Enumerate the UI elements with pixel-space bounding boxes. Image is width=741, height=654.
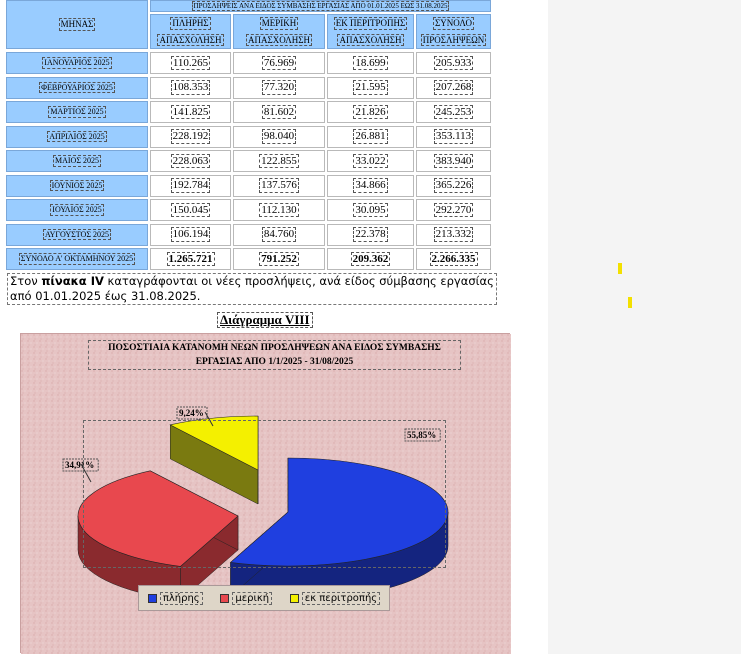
value-cell: 228.063 <box>150 150 231 172</box>
legend-swatch <box>220 593 230 603</box>
column-header: ΕΚ ΠΕΡΙΤΡΟΠΗΣ ΑΠΑΣΧΟΛΗΣΗ <box>327 14 414 49</box>
value-cell: 22.378 <box>327 223 414 246</box>
description-paragraph: Στον πίνακα IV καταγράφονται οι νέες προ… <box>7 273 497 305</box>
legend-label: εκ περιτροπής <box>301 591 381 605</box>
plot-area <box>83 420 446 568</box>
leader-line <box>80 463 92 483</box>
diagram-label: Διάγραμμα VIII <box>217 312 313 328</box>
month-cell: ΙΑΝΟΥΑΡΙΟΣ 2025 <box>6 52 148 74</box>
legend-label: μερική <box>232 591 273 605</box>
month-cell: ΑΥΓΟΥΣΤΟΣ 2025 <box>6 223 148 246</box>
legend-swatch <box>289 593 299 603</box>
value-cell: 192.784 <box>150 174 231 197</box>
chart-title: ΠΟΣΟΣΤΙΑΙΑ ΚΑΤΑΝΟΜΗ ΝΕΩΝ ΠΡΟΣΛΗΨΕΩΝ ΑΝΑ … <box>88 340 461 370</box>
data-label-box <box>404 428 441 442</box>
scroll-marker <box>628 297 632 308</box>
month-cell: ΙΟΥΛΙΟΣ 2025 <box>6 199 148 221</box>
value-cell: 76.969 <box>233 52 325 74</box>
value-cell: 245.253 <box>416 101 491 123</box>
value-cell: 98.040 <box>233 125 325 148</box>
month-cell: ΜΑΙΟΣ 2025 <box>6 150 148 172</box>
value-cell: 292.270 <box>416 199 491 221</box>
legend-swatch <box>147 593 157 603</box>
value-cell: 353.113 <box>416 125 491 148</box>
scroll-marker <box>618 263 622 274</box>
value-cell: 228.192 <box>150 125 231 148</box>
data-label-box <box>176 406 208 420</box>
value-cell: 137.576 <box>233 174 325 197</box>
month-cell: ΙΟΥΝΙΟΣ 2025 <box>6 174 148 197</box>
value-cell: 112.130 <box>233 199 325 221</box>
value-cell: 30.095 <box>327 199 414 221</box>
legend-item: μερική <box>220 591 273 605</box>
value-cell: 108.353 <box>150 76 231 99</box>
month-cell: ΜΑΡΤΙΟΣ 2025 <box>6 101 148 123</box>
value-cell: 122.855 <box>233 150 325 172</box>
column-header: ΠΛΗΡΗΣ ΑΠΑΣΧΟΛΗΣΗ <box>150 14 231 49</box>
data-label: 55,85% <box>407 430 436 440</box>
data-label: 34,91% <box>65 460 94 470</box>
column-header: ΜΕΡΙΚΗ ΑΠΑΣΧΟΛΗΣΗ <box>233 14 325 49</box>
total-value-cell: 209.362 <box>327 248 414 270</box>
month-cell: ΑΠΡΙΛΙΟΣ 2025 <box>6 125 148 148</box>
total-value-cell: 2.266.335 <box>416 248 491 270</box>
column-header: ΣΥΝΟΛΟ ΠΡΟΣΛΗΨΕΩΝ <box>416 14 491 49</box>
value-cell: 383.940 <box>416 150 491 172</box>
value-cell: 26.881 <box>327 125 414 148</box>
value-cell: 21.826 <box>327 101 414 123</box>
pie-slice-μερική <box>77 470 239 567</box>
value-cell: 77.320 <box>233 76 325 99</box>
value-cell: 110.265 <box>150 52 231 74</box>
value-cell: 207.268 <box>416 76 491 99</box>
value-cell: 213.332 <box>416 223 491 246</box>
chart-legend: πλήρης μερική εκ περιτροπής <box>138 585 390 611</box>
value-cell: 205.933 <box>416 52 491 74</box>
total-row-label: ΣΥΝΟΛΟ Α' ΟΚΤΑΜΗΝΟΥ 2025 <box>6 248 148 270</box>
value-cell: 33.022 <box>327 150 414 172</box>
data-label-box <box>62 458 99 472</box>
data-label: 9,24% <box>179 408 204 418</box>
table-caption: ΠΡΟΣΛΗΨΕΙΣ ΑΝΑ ΕΙΔΟΣ ΣΥΜΒΑΣΗΣ ΕΡΓΑΣΙΑΣ Α… <box>150 0 491 12</box>
value-cell: 18.699 <box>327 52 414 74</box>
total-value-cell: 791.252 <box>233 248 325 270</box>
legend-label: πλήρης <box>159 591 203 605</box>
value-cell: 365.226 <box>416 174 491 197</box>
total-value-cell: 1.265.721 <box>150 248 231 270</box>
value-cell: 150.045 <box>150 199 231 221</box>
value-cell: 106.194 <box>150 223 231 246</box>
legend-item: πλήρης <box>147 591 203 605</box>
value-cell: 21.595 <box>327 76 414 99</box>
month-cell: ΦΕΒΡΟΥΑΡΙΟΣ 2025 <box>6 76 148 99</box>
leader-line <box>204 411 214 427</box>
pie-chart: 55,85% 34,91% 9,24% ΠΟΣΟΣΤΙΑΙΑ ΚΑΤΑΝΟΜΗ ΝΕ… <box>20 333 511 654</box>
value-cell: 34.866 <box>327 174 414 197</box>
legend-item: εκ περιτροπής <box>289 591 381 605</box>
month-header: ΜΗΝΑΣ <box>6 0 148 49</box>
value-cell: 81.602 <box>233 101 325 123</box>
pie-slice-εκ περιτροπής <box>169 415 259 471</box>
value-cell: 84.760 <box>233 223 325 246</box>
value-cell: 141.825 <box>150 101 231 123</box>
right-side-panel <box>548 0 741 654</box>
